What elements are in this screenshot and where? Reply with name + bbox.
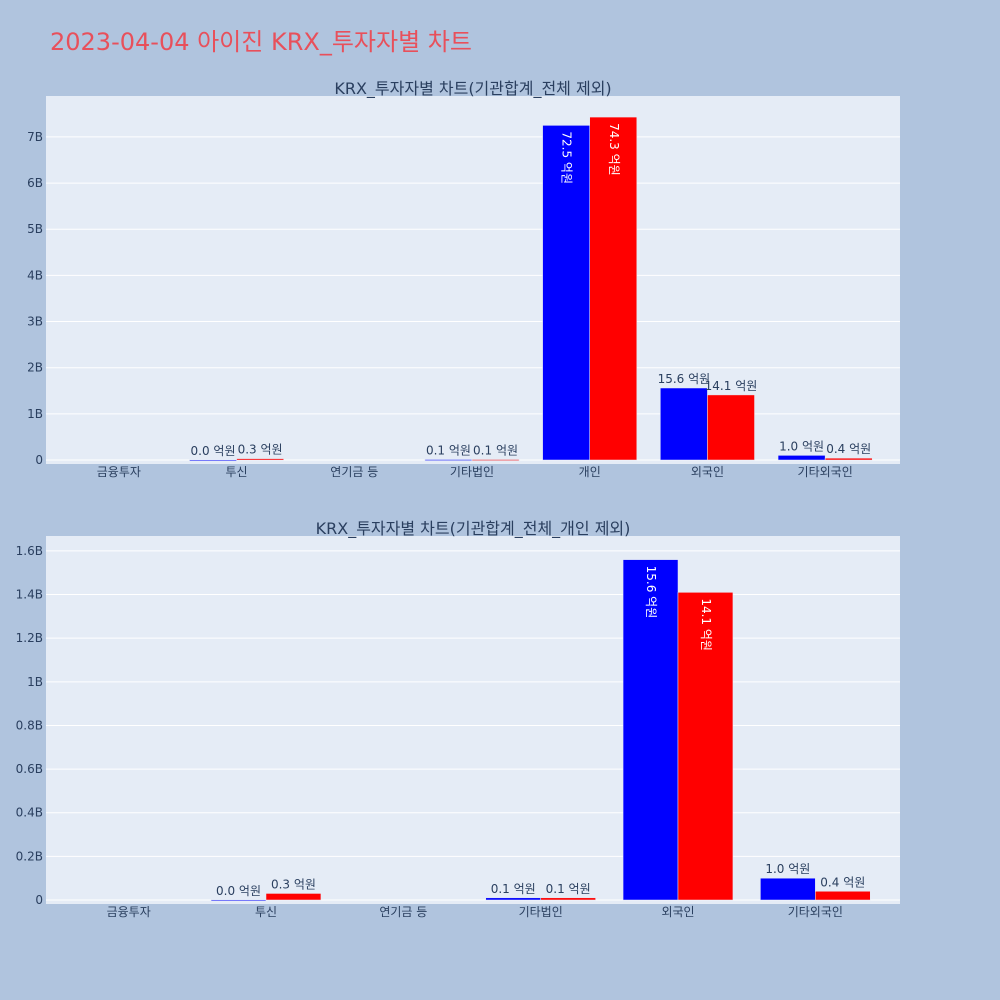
y-tick-label: 4B [27, 268, 43, 282]
chart-title: KRX_투자자별 차트(기관합계_전체_개인 제외) [316, 519, 631, 539]
y-tick-label: 5B [27, 222, 43, 236]
data-label: 14.1 억원 [705, 379, 758, 393]
data-label: 0.1 억원 [546, 882, 591, 896]
y-tick-label: 0 [35, 893, 43, 907]
y-tick-label: 0.2B [16, 849, 43, 863]
data-label: 74.3 억원 [607, 123, 621, 176]
data-label: 0.4 억원 [826, 442, 871, 456]
data-label: 0.1 억원 [473, 444, 518, 458]
x-tick-label: 금융투자 [97, 465, 141, 479]
bar [707, 394, 755, 461]
y-tick-label: 3B [27, 315, 43, 329]
y-tick-label: 1.4B [16, 588, 43, 602]
data-label: 0.0 억원 [216, 884, 261, 898]
bar [542, 125, 590, 461]
bar [265, 893, 322, 901]
bar [189, 459, 237, 462]
bar [540, 897, 596, 901]
x-tick-label: 기타외국인 [798, 465, 853, 479]
data-label: 1.0 억원 [779, 439, 824, 453]
chart-1: 0 1B 2B 3B 4B 5B 6B 7B KRX_투자자별 차트(기관합계_전체 제외) 금융… [27, 79, 900, 479]
bar [236, 458, 284, 461]
data-label: 0.1 억원 [426, 444, 471, 458]
x-tick-label: 외국인 [661, 905, 694, 919]
bar [485, 897, 541, 901]
bar [471, 459, 520, 461]
bar [210, 899, 267, 902]
y-tick-label: 0 [35, 453, 43, 467]
x-tick-label: 개인 [579, 465, 601, 479]
data-label: 0.3 억원 [271, 877, 316, 891]
plot-area [46, 96, 900, 464]
y-tick-label: 0.6B [16, 762, 43, 776]
data-label: 0.4 억원 [820, 875, 865, 889]
bar [660, 387, 708, 461]
x-tick-label: 기타법인 [519, 905, 563, 919]
chart-2: 0 0.2B 0.4B 0.6B 0.8B 1B 1.2B 1.4B 1.6B KRX_투자자별 … [16, 519, 900, 919]
y-tick-label: 0.4B [16, 806, 43, 820]
y-tick-label: 7B [27, 130, 43, 144]
bar [815, 891, 871, 901]
bar [677, 592, 734, 901]
page-title: 2023-04-04 아이진 KRX_투자자별 차트 [50, 28, 472, 56]
data-label: 0.1 억원 [491, 882, 536, 896]
bar [589, 116, 638, 461]
y-tick-label: 2B [27, 361, 43, 375]
bar [424, 459, 473, 461]
data-label: 15.6 억원 [658, 372, 711, 386]
y-tick-label: 0.8B [16, 718, 43, 732]
x-tick-label: 투신 [255, 905, 277, 919]
data-label: 14.1 억원 [699, 598, 713, 651]
data-label: 0.0 억원 [191, 444, 236, 458]
bar [824, 457, 873, 461]
bar [622, 559, 679, 901]
data-label: 1.0 억원 [765, 862, 810, 876]
chart-title: KRX_투자자별 차트(기관합계_전체 제외) [334, 79, 611, 99]
y-tick-label: 1.6B [16, 544, 43, 558]
x-tick-label: 외국인 [691, 465, 724, 479]
x-tick-label: 기타외국인 [788, 905, 843, 919]
x-tick-label: 연기금 등 [379, 905, 427, 919]
y-tick-label: 1B [27, 675, 43, 689]
bar [760, 877, 816, 901]
data-label: 15.6 억원 [644, 566, 658, 619]
x-tick-label: 금융투자 [107, 905, 151, 919]
y-tick-label: 1.2B [16, 631, 43, 645]
data-label: 0.3 억원 [238, 443, 283, 457]
x-tick-label: 투신 [226, 465, 248, 479]
plot-area [46, 536, 900, 904]
data-label: 72.5 억원 [560, 131, 574, 184]
x-tick-label: 연기금 등 [330, 465, 378, 479]
x-tick-label: 기타법인 [450, 465, 494, 479]
y-tick-label: 6B [27, 176, 43, 190]
y-tick-label: 1B [27, 407, 43, 421]
bar [777, 455, 826, 461]
